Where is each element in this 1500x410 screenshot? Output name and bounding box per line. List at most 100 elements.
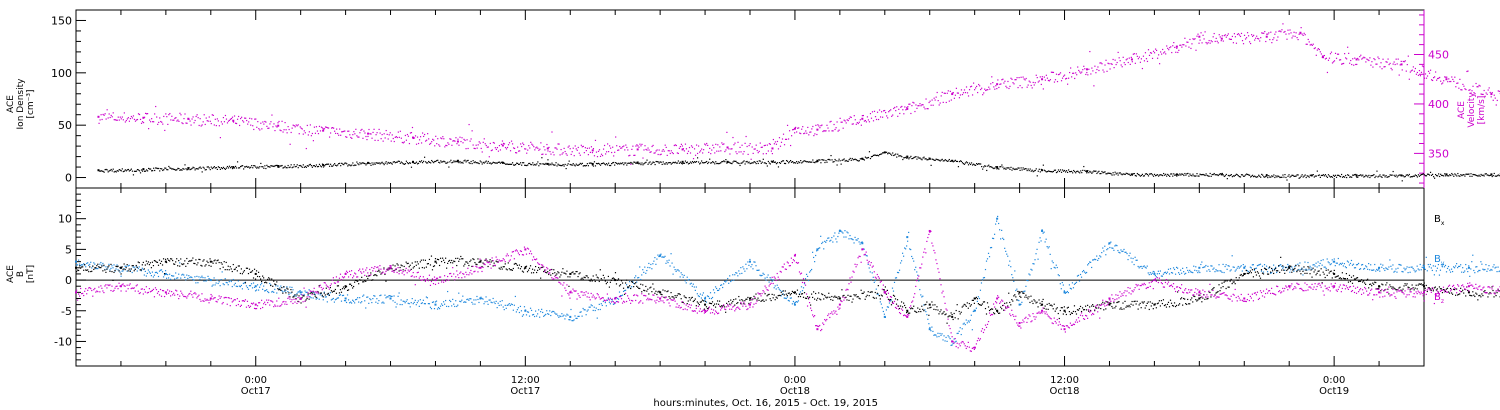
velocity-series-sample — [114, 119, 116, 121]
by-series-sample — [624, 289, 627, 291]
density-series-point — [1355, 174, 1358, 177]
density-series-sample — [874, 154, 877, 156]
velocity-series-sample — [773, 143, 776, 145]
density-series-sample — [1116, 172, 1118, 174]
density-series-sample — [359, 162, 361, 164]
velocity-series-sample — [586, 147, 588, 149]
velocity-series-sample — [969, 86, 972, 88]
by-series-sample — [1439, 269, 1442, 271]
velocity-series-sample — [1355, 63, 1357, 66]
velocity-series-sample — [1333, 60, 1336, 62]
density-series-sample — [394, 162, 396, 164]
velocity-series-sample — [1237, 33, 1240, 35]
by-series-sample — [171, 275, 173, 277]
by-series-sample — [1339, 262, 1341, 265]
by-series-sample — [648, 262, 650, 265]
by-series-sample — [748, 264, 750, 266]
velocity-series-sample — [1244, 38, 1247, 40]
velocity-series-sample — [726, 131, 728, 133]
velocity-series-sample — [623, 145, 625, 147]
density-series-sample — [885, 151, 887, 153]
by-series-sample — [593, 306, 595, 308]
by-series-sample — [661, 256, 663, 258]
velocity-series-sample — [495, 148, 497, 151]
by-series-point — [1153, 272, 1156, 275]
density-series-sample — [431, 159, 433, 162]
density-series-sample — [233, 167, 236, 169]
by-series-sample — [312, 297, 314, 299]
velocity-series-sample — [109, 116, 111, 119]
velocity-series-sample — [500, 143, 503, 145]
velocity-series-sample — [254, 118, 256, 120]
by-series-sample — [1372, 269, 1374, 271]
by-series-sample — [1015, 289, 1017, 292]
by-series-sample — [279, 287, 281, 289]
velocity-series-sample — [814, 133, 816, 135]
by-series-sample — [1237, 265, 1239, 268]
by-series-sample — [407, 302, 409, 304]
density-series-sample — [1460, 174, 1462, 176]
velocity-series-sample — [1327, 59, 1330, 61]
by-series-sample — [800, 286, 803, 288]
velocity-series-sample — [1211, 41, 1213, 43]
by-series-sample — [176, 277, 178, 279]
by-series-sample — [1451, 270, 1454, 273]
density-series-sample — [1032, 171, 1034, 173]
velocity-series-sample — [859, 119, 861, 121]
by-series-sample — [389, 295, 391, 297]
by-series-sample — [340, 300, 343, 302]
velocity-series-sample — [929, 100, 931, 102]
by-series-sample — [412, 303, 414, 305]
velocity-series-sample — [1436, 79, 1438, 81]
by-series-sample — [1428, 266, 1430, 268]
velocity-series-sample — [1270, 31, 1272, 33]
density-series-sample — [1235, 173, 1238, 175]
by-series-sample — [1200, 263, 1202, 266]
density-series-sample — [1026, 169, 1028, 172]
velocity-series-sample — [1450, 80, 1452, 83]
velocity-series-sample — [1114, 59, 1116, 61]
by-series-sample — [747, 261, 749, 263]
density-series-sample — [327, 163, 330, 165]
velocity-series-sample — [143, 116, 146, 118]
density-series-sample — [663, 163, 665, 165]
by-series-sample — [1040, 240, 1042, 242]
velocity-series-sample — [1312, 43, 1314, 45]
velocity-series-sample — [1236, 33, 1239, 36]
velocity-series-sample — [164, 129, 166, 132]
density-series-sample — [747, 162, 749, 164]
density-series-sample — [1377, 176, 1379, 178]
density-series-sample — [640, 163, 642, 166]
velocity-series-sample — [909, 103, 911, 105]
velocity-series-sample — [1081, 71, 1083, 73]
by-series-sample — [1006, 253, 1008, 255]
velocity-series-sample — [558, 143, 560, 145]
density-series-sample — [1382, 174, 1384, 176]
by-series-sample — [1092, 259, 1094, 261]
density-series-sample — [1451, 172, 1453, 175]
density-series-sample — [1167, 173, 1169, 176]
velocity-series-sample — [970, 85, 973, 87]
density-series-sample — [1206, 174, 1208, 177]
velocity-series-sample — [1287, 29, 1289, 31]
by-series-sample — [212, 284, 214, 286]
density-series-sample — [918, 157, 920, 159]
velocity-series-sample — [280, 130, 282, 132]
by-series-sample — [1212, 268, 1214, 270]
velocity-series-sample — [1378, 57, 1380, 60]
by-series-sample — [1225, 264, 1227, 266]
velocity-series-point — [1445, 78, 1448, 81]
velocity-series-sample — [1468, 89, 1470, 91]
velocity-series-sample — [668, 150, 670, 152]
velocity-series-sample — [1366, 58, 1368, 60]
density-series-sample — [1217, 174, 1219, 177]
density-series-sample — [829, 159, 831, 161]
by-series-sample — [1405, 268, 1407, 270]
velocity-series-sample — [1036, 76, 1038, 79]
velocity-series-sample — [692, 158, 695, 160]
by-series-sample — [838, 232, 840, 234]
by-series-point — [164, 272, 167, 275]
velocity-series-sample — [527, 149, 529, 151]
by-series-sample — [761, 274, 763, 277]
velocity-series-sample — [739, 146, 741, 149]
